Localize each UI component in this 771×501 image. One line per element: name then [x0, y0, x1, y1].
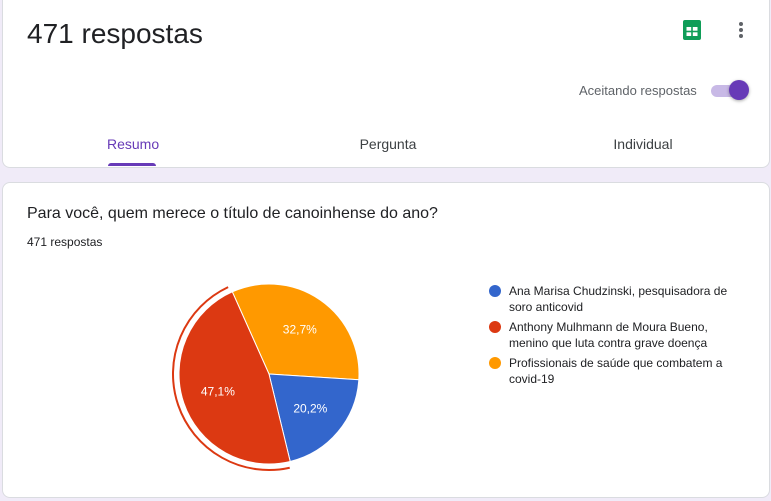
pie-slice-ana-marisa[interactable] [268, 373, 360, 463]
legend-color-dot [489, 321, 501, 333]
accepting-responses-label: Aceitando respostas [579, 83, 697, 98]
response-count-title: 471 respostas [27, 18, 203, 49]
tab-resumo[interactable]: Resumo [107, 136, 160, 152]
legend-item-ana-marisa[interactable]: Ana Marisa Chudzinski, pesquisadora de s… [489, 283, 739, 315]
legend-item-label: Ana Marisa Chudzinski, pesquisadora de s… [509, 284, 728, 314]
legend-item-label: Profissionais de saúde que combatem a co… [509, 356, 723, 386]
chart-legend: Ana Marisa Chudzinski, pesquisadora de s… [489, 283, 739, 391]
more-options-button[interactable] [729, 16, 753, 44]
legend-color-dot [489, 357, 501, 369]
question-title: Para você, quem merece o título de canoi… [27, 205, 438, 222]
legend-item-anthony[interactable]: Anthony Mulhmann de Moura Bueno, menino … [489, 319, 739, 351]
legend-item-profissionais[interactable]: Profissionais de saúde que combatem a co… [489, 355, 739, 387]
pie-slice-anthony[interactable] [178, 291, 291, 465]
pie-chart: 32,7% 20,2% 47,1% [172, 283, 360, 471]
pie-slice-percent-label: 32,7% [283, 323, 317, 337]
legend-color-dot [489, 285, 501, 297]
more-vert-icon [739, 22, 743, 38]
google-sheets-icon [683, 20, 701, 40]
question-summary-card: Para você, quem merece o título de canoi… [2, 182, 770, 498]
toggle-knob [729, 80, 749, 100]
active-tab-indicator [108, 163, 156, 166]
pie-slice-percent-label: 47,1% [201, 384, 235, 398]
pie-slice-percent-label: 20,2% [293, 402, 327, 416]
accepting-responses-toggle[interactable] [709, 80, 751, 102]
question-response-count: 471 respostas [27, 235, 103, 249]
create-spreadsheet-button[interactable] [680, 18, 704, 42]
tab-pergunta[interactable]: Pergunta [359, 136, 417, 152]
summary-header-card: 471 respostas Aceitando respostas Resumo… [2, 0, 770, 168]
pie-slice-profissionais[interactable] [231, 283, 360, 381]
pie-slice-highlight-ring [172, 286, 290, 471]
legend-item-label: Anthony Mulhmann de Moura Bueno, menino … [509, 320, 708, 350]
tab-individual[interactable]: Individual [613, 136, 673, 152]
